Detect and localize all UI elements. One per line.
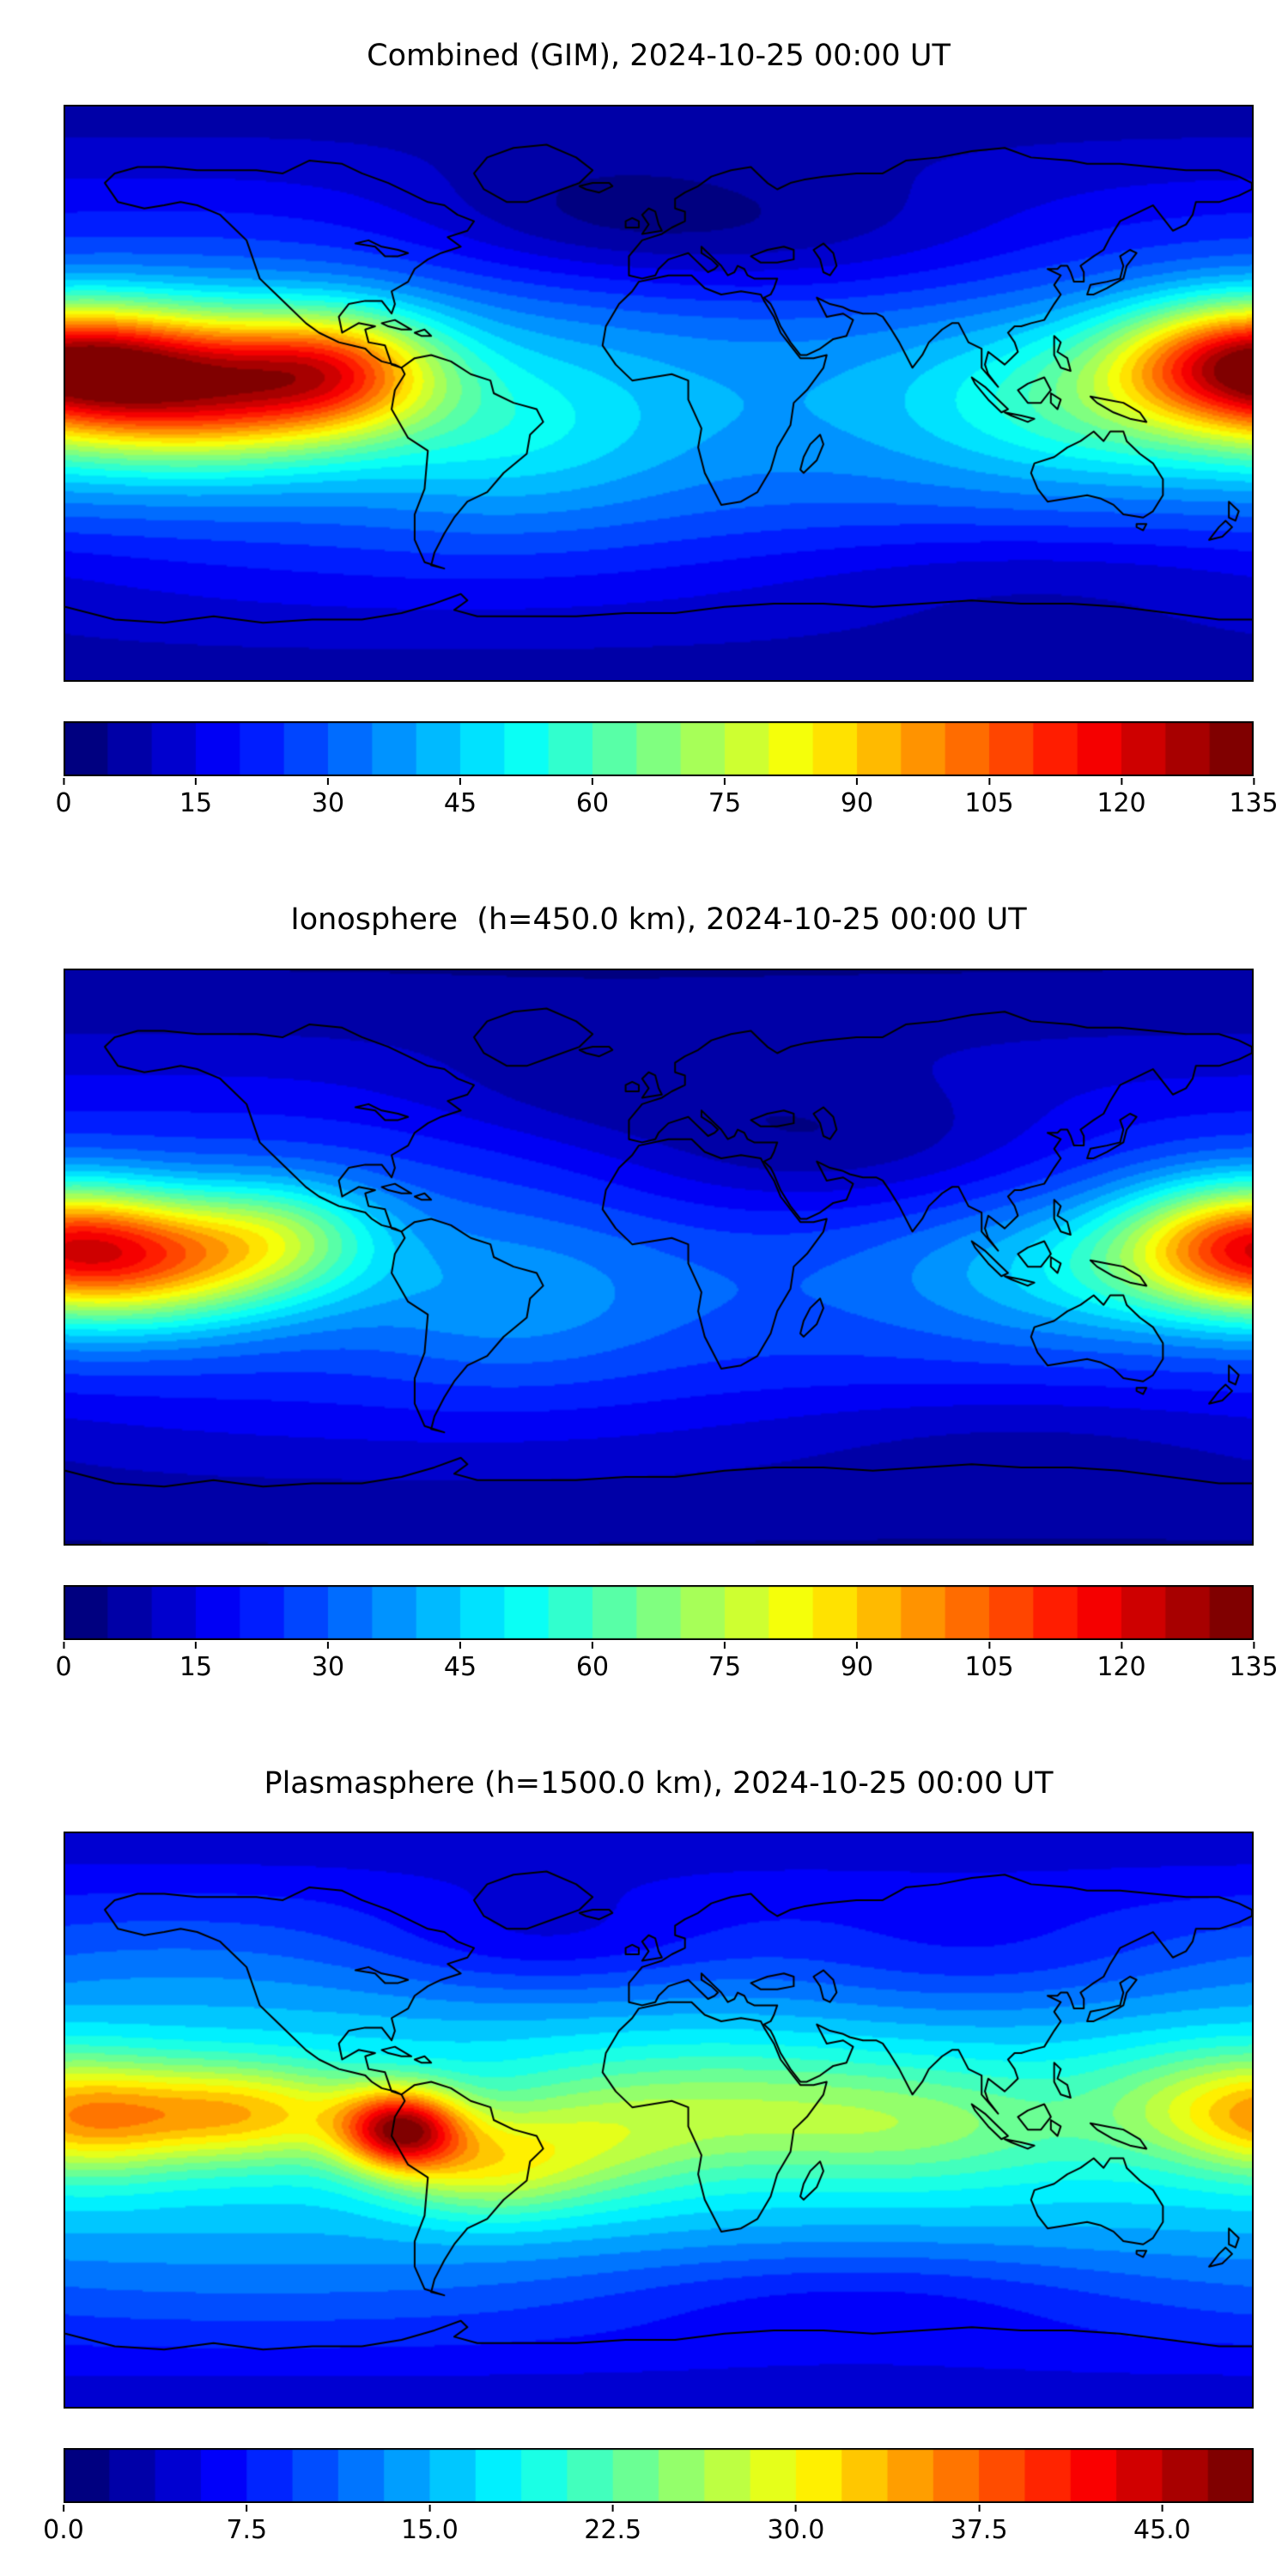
- tick-label: 15: [179, 1651, 213, 1682]
- colorbar-tick: 0.0: [43, 2505, 84, 2545]
- tick-mark: [459, 777, 461, 785]
- colorbar-tick: 0: [55, 1641, 72, 1682]
- panel-plasmasphere: Plasmasphere (h=1500.0 km), 2024-10-25 0…: [43, 1765, 1288, 2547]
- colorbar-tick: 60: [575, 777, 610, 818]
- panel-title-plasmasphere: Plasmasphere (h=1500.0 km), 2024-10-25 0…: [264, 1765, 1054, 1801]
- tick-mark: [428, 2505, 431, 2512]
- tick-mark: [459, 1641, 461, 1649]
- tick-mark: [724, 777, 726, 785]
- panel-combined-gim: Combined (GIM), 2024-10-25 00:00 UT 0 15 3…: [55, 38, 1288, 819]
- tick-label: 0.0: [43, 2515, 84, 2546]
- tick-label: 0: [55, 1651, 72, 1682]
- colorbar-tick: 105: [964, 777, 1014, 818]
- tick-label: 45: [443, 787, 477, 818]
- colorbar-tick: 15.0: [401, 2505, 459, 2545]
- colorbar-ticks-plasmasphere: 0.0 7.5 15.0 22.5 30.0 37.5 45.0: [43, 2505, 1254, 2546]
- tick-mark: [591, 777, 593, 785]
- tick-mark: [591, 1641, 593, 1649]
- colorbar-plasmasphere: [64, 2448, 1254, 2504]
- tick-mark: [63, 777, 64, 785]
- colorbar-tick: 90: [840, 1641, 874, 1682]
- colorbar-tick: 45.0: [1133, 2505, 1191, 2545]
- colorbar-tick: 22.5: [584, 2505, 641, 2545]
- tick-label: 15.0: [401, 2515, 459, 2546]
- tick-label: 22.5: [584, 2515, 642, 2546]
- tick-mark: [1120, 1641, 1122, 1649]
- tick-mark: [856, 777, 858, 785]
- colorbar-tick: 120: [1097, 1641, 1146, 1682]
- colorbar-tick: 105: [964, 1641, 1014, 1682]
- colorbar-ionosphere: [64, 1584, 1254, 1640]
- colorbar-ticks-combined: 0 15 30 45 60 75 90 105 120 135: [55, 777, 1279, 819]
- colorbar-tick: 90: [840, 777, 874, 818]
- panel-title-combined: Combined (GIM), 2024-10-25 00:00 UT: [367, 39, 951, 73]
- colorbar-tick: 15: [179, 1641, 213, 1682]
- tick-mark: [1252, 1641, 1255, 1649]
- tick-mark: [611, 2505, 614, 2512]
- tick-label: 60: [575, 1651, 610, 1682]
- tick-label: 37.5: [950, 2515, 1008, 2546]
- panel-ionosphere: Ionosphere (h=450.0 km), 2024-10-25 00:0…: [55, 902, 1288, 1683]
- colorbar-tick: 30.0: [767, 2505, 825, 2546]
- tick-mark: [987, 1641, 990, 1649]
- colorbar-tick: 30: [311, 777, 345, 818]
- colorbar-tick: 0: [55, 777, 72, 818]
- colorbar-ticks-ionosphere: 0 15 30 45 60 75 90 105 120 135: [55, 1641, 1279, 1683]
- tick-label: 90: [840, 1651, 874, 1682]
- tick-mark: [326, 1641, 329, 1649]
- colorbar-tick: 37.5: [951, 2505, 1008, 2545]
- map-combined-gim: [64, 104, 1254, 682]
- tick-label: 105: [964, 1651, 1014, 1682]
- tick-label: 75: [708, 787, 742, 818]
- panel-title-ionosphere: Ionosphere (h=450.0 km), 2024-10-25 00:0…: [290, 902, 1027, 937]
- tick-mark: [987, 777, 990, 785]
- colorbar-tick: 45: [443, 777, 477, 818]
- colorbar-combined-gim: [64, 720, 1254, 776]
- tick-label: 90: [840, 787, 874, 818]
- tick-mark: [194, 1641, 197, 1649]
- colorbar-tick: 60: [575, 1641, 610, 1682]
- colorbar-tick: 120: [1097, 777, 1146, 818]
- colorbar-tick: 75: [708, 1641, 742, 1682]
- tick-mark: [856, 1641, 858, 1649]
- map-ionosphere: [64, 968, 1254, 1546]
- tick-label: 30.0: [767, 2515, 825, 2546]
- tick-mark: [794, 2505, 797, 2512]
- tick-label: 7.5: [226, 2515, 268, 2546]
- colorbar-tick: 15: [179, 777, 213, 818]
- tick-mark: [1252, 777, 1255, 785]
- tick-label: 135: [1229, 787, 1279, 818]
- tick-label: 45.0: [1133, 2515, 1191, 2546]
- colorbar-tick: 30: [311, 1641, 345, 1682]
- colorbar-tick: 7.5: [226, 2505, 267, 2545]
- tick-label: 15: [179, 787, 213, 818]
- tick-label: 60: [575, 787, 610, 818]
- tick-label: 30: [311, 787, 345, 818]
- tick-mark: [246, 2505, 248, 2512]
- tick-label: 45: [443, 1651, 477, 1682]
- map-plasmasphere: [64, 1832, 1254, 2409]
- tick-label: 0: [55, 787, 72, 818]
- tick-mark: [63, 2505, 64, 2512]
- colorbar-tick: 45: [443, 1641, 477, 1682]
- tick-label: 75: [708, 1651, 742, 1682]
- tick-mark: [1120, 777, 1122, 785]
- tick-mark: [326, 777, 329, 785]
- tick-mark: [1161, 2505, 1163, 2512]
- tick-mark: [63, 1641, 64, 1649]
- tick-label: 135: [1229, 1651, 1279, 1682]
- tick-mark: [978, 2505, 981, 2512]
- colorbar-tick: 75: [708, 777, 742, 818]
- colorbar-tick: 135: [1229, 777, 1279, 818]
- tick-mark: [724, 1641, 726, 1649]
- tick-label: 105: [964, 787, 1014, 818]
- colorbar-tick: 135: [1229, 1641, 1279, 1682]
- tick-label: 30: [311, 1651, 345, 1682]
- tick-mark: [194, 777, 197, 785]
- tick-label: 120: [1097, 1651, 1146, 1682]
- tick-label: 120: [1097, 787, 1146, 818]
